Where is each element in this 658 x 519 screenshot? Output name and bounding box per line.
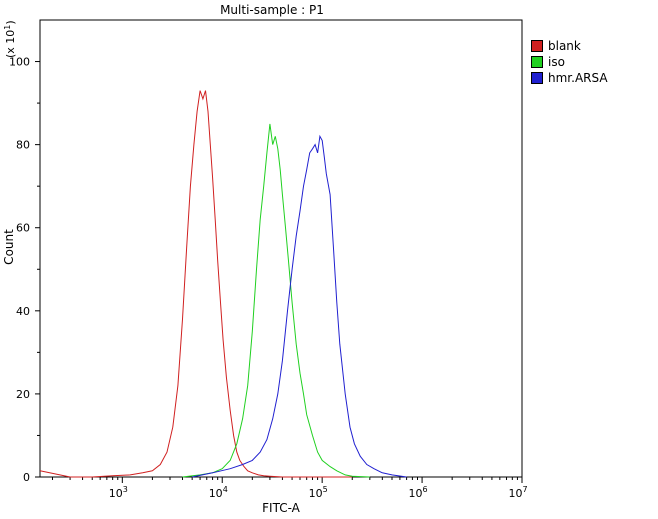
y-tick-label: 40	[16, 305, 30, 318]
chart-title: Multi-sample : P1	[220, 3, 324, 17]
x-tick-base: 10	[508, 487, 522, 500]
y-tick-label: 60	[16, 222, 30, 235]
x-tick-label: 107	[508, 485, 527, 500]
x-tick-exp: 3	[123, 485, 128, 494]
y-tick-label: 0	[23, 471, 30, 484]
y-tick-label: 20	[16, 388, 30, 401]
legend: blank iso hmr.ARSA	[531, 38, 651, 86]
legend-item: iso	[531, 54, 651, 70]
legend-label: hmr.ARSA	[548, 71, 608, 85]
legend-label: blank	[548, 39, 581, 53]
x-tick-base: 10	[409, 487, 423, 500]
legend-item: hmr.ARSA	[531, 70, 651, 86]
x-tick-label: 106	[409, 485, 428, 500]
series-line-iso	[182, 123, 370, 478]
y-axis-label: Count	[2, 229, 16, 265]
y-multiplier-label: (x 101)	[3, 20, 17, 58]
x-tick-exp: 5	[323, 485, 328, 494]
x-tick-base: 10	[109, 487, 123, 500]
legend-item: blank	[531, 38, 651, 54]
svg-text:(x 101): (x 101)	[3, 20, 17, 58]
legend-swatch	[531, 40, 543, 52]
legend-swatch	[531, 56, 543, 68]
plot-frame	[39, 19, 523, 478]
x-axis-label: FITC-A	[262, 501, 301, 515]
x-tick-label: 104	[209, 485, 228, 500]
x-tick-base: 10	[309, 487, 323, 500]
series-line-hmr-arsa	[192, 134, 407, 478]
y-tick-label: 80	[16, 139, 30, 152]
x-tick-exp: 6	[423, 485, 428, 494]
legend-swatch	[531, 72, 543, 84]
x-tick-base: 10	[209, 487, 223, 500]
y-multiplier-exp: 1	[3, 25, 12, 30]
x-tick-exp: 4	[223, 485, 228, 494]
y-tick-label: 100	[9, 56, 30, 69]
x-tick-exp: 7	[522, 485, 527, 494]
series-line-blank	[39, 90, 353, 478]
x-tick-label: 105	[309, 485, 328, 500]
y-multiplier-base: (x 10	[4, 30, 17, 58]
legend-label: iso	[548, 55, 565, 69]
x-tick-label: 103	[109, 485, 128, 500]
